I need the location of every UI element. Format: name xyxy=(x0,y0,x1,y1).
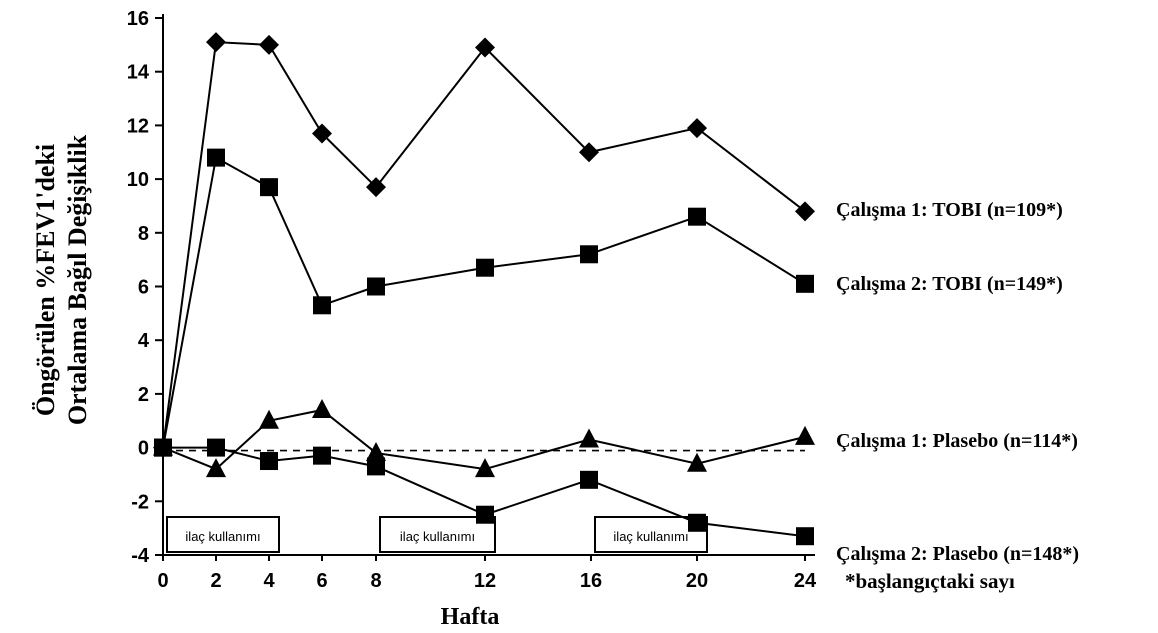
data-point-triangle xyxy=(366,441,386,461)
y-axis-label: Öngörülen %FEV1'deki Ortalama Bağıl Değiş… xyxy=(31,134,92,425)
data-point-square xyxy=(260,452,278,471)
data-point-triangle xyxy=(259,409,279,429)
data-point-diamond xyxy=(366,177,386,198)
drug-period-box: ilaç kullanımı xyxy=(594,516,708,553)
x-tick-label: 24 xyxy=(794,570,817,592)
footnote: *başlangıçtaki sayı xyxy=(845,569,1015,593)
y-tick-label: 2 xyxy=(138,384,149,406)
x-tick-label: 8 xyxy=(370,570,381,592)
drug-period-box: ilaç kullanımı xyxy=(379,516,496,553)
x-tick-label: 12 xyxy=(474,570,496,592)
data-point-square xyxy=(688,207,706,226)
data-point-square xyxy=(796,527,814,546)
data-point-diamond xyxy=(579,142,599,163)
y-tick-label: 6 xyxy=(138,277,149,299)
data-point-triangle xyxy=(312,399,332,419)
data-point-square xyxy=(313,446,331,465)
data-point-square xyxy=(796,274,814,293)
data-point-triangle xyxy=(579,428,599,448)
data-point-square xyxy=(313,296,331,315)
data-point-diamond xyxy=(206,32,226,53)
data-point-square xyxy=(367,457,385,476)
data-point-triangle xyxy=(206,458,226,478)
drug-period-boxes: ilaç kullanımı ilaç kullanımı ilaç kullanı… xyxy=(166,516,708,553)
y-tick-label: 14 xyxy=(127,62,150,84)
series-4 xyxy=(154,438,814,546)
drug-period-rect xyxy=(166,516,280,553)
data-point-diamond xyxy=(259,34,279,55)
y-tick-label: -4 xyxy=(131,545,150,567)
x-tick-label: 6 xyxy=(316,570,327,592)
data-point-square xyxy=(367,277,385,296)
data-point-square xyxy=(580,245,598,264)
x-tick-label: 0 xyxy=(157,570,168,592)
drug-period-box: ilaç kullanımı xyxy=(166,516,280,553)
data-point-square xyxy=(580,470,598,489)
y-tick-label: 16 xyxy=(127,8,149,30)
data-point-square xyxy=(688,513,706,532)
series-label-3: Çalışma 1: Plasebo (n=114*) xyxy=(836,430,1078,452)
series-line xyxy=(162,41,806,448)
y-axis-label-line1: Öngörülen %FEV1'deki xyxy=(31,144,60,416)
series-group xyxy=(153,32,815,546)
series-label-1: Çalışma 1: TOBI (n=109*) xyxy=(836,199,1063,221)
y-tick-label: 8 xyxy=(138,223,149,245)
drug-period-label: ilaç kullanımı xyxy=(613,529,688,544)
data-point-triangle xyxy=(795,425,815,445)
data-point-square xyxy=(207,438,225,457)
y-tick-label: 10 xyxy=(127,169,149,191)
data-point-diamond xyxy=(687,118,707,139)
series-label-4: Çalışma 2: Plasebo (n=148*) xyxy=(836,543,1079,565)
data-point-square xyxy=(476,258,494,277)
y-tick-label: -2 xyxy=(131,491,149,513)
drug-period-label: ilaç kullanımı xyxy=(185,529,260,544)
series-2 xyxy=(154,148,814,457)
x-tick-label: 2 xyxy=(210,570,221,592)
drug-period-label: ilaç kullanımı xyxy=(400,529,475,544)
series-labels: Çalışma 1: TOBI (n=109*) Çalışma 2: TOBI … xyxy=(836,199,1079,565)
series-3 xyxy=(153,399,815,478)
x-tick-label: 16 xyxy=(580,570,602,592)
data-point-square xyxy=(260,178,278,197)
drug-period-rect xyxy=(379,516,496,553)
series-label-2: Çalışma 2: TOBI (n=149*) xyxy=(836,273,1063,295)
y-tick-label: 4 xyxy=(138,330,150,352)
y-tick-label: 12 xyxy=(127,115,149,137)
data-point-diamond xyxy=(312,123,332,144)
data-point-diamond xyxy=(475,37,495,58)
x-tick-label: 20 xyxy=(686,570,708,592)
data-point-square xyxy=(207,148,225,167)
data-point-triangle xyxy=(687,452,707,472)
y-tick-label: 0 xyxy=(138,438,149,460)
series-line xyxy=(162,156,806,448)
x-axis-label: Hafta xyxy=(441,604,500,630)
data-point-square xyxy=(476,505,494,524)
series-1 xyxy=(153,32,815,458)
y-axis-label-line2: Ortalama Bağıl Değişiklik xyxy=(63,134,92,425)
data-point-square xyxy=(154,438,172,457)
axes xyxy=(162,14,815,556)
data-point-triangle xyxy=(475,458,495,478)
x-tick-label: 4 xyxy=(263,570,275,592)
data-point-diamond xyxy=(795,201,815,222)
